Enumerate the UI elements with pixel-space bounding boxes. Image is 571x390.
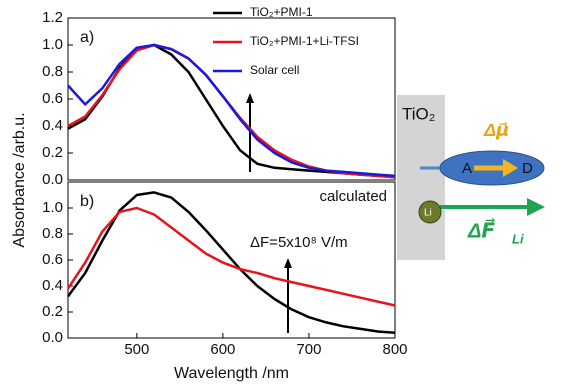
dipole-label: Δμ⃗: [483, 120, 509, 140]
y-tick-label: 1.2: [42, 9, 63, 26]
field-label: ΔF⃗: [467, 218, 495, 243]
donor-label: D: [522, 160, 533, 177]
substrate: [397, 95, 445, 260]
y-tick-label: 0.4: [42, 117, 63, 134]
panel-label: a): [80, 29, 94, 46]
x-tick-label: 700: [296, 341, 321, 358]
arrowhead: [284, 258, 292, 268]
lithium-ion: [418, 200, 442, 224]
arrowhead: [246, 93, 254, 103]
annotation: calculated: [319, 188, 387, 205]
acceptor-label: A: [462, 160, 472, 177]
field-arrowhead: [527, 198, 545, 216]
y-tick-label: 0.8: [42, 225, 63, 242]
x-axis-label: Wavelength /nm: [174, 365, 289, 382]
y-tick-label: 0.4: [42, 277, 63, 294]
y-tick-label: 0.6: [42, 251, 63, 268]
y-tick-label: 0.2: [42, 303, 63, 320]
y-tick-label: 0.8: [42, 63, 63, 80]
diagram: TiO₂ A D Δμ⃗ Li ΔF⃗ Li: [397, 95, 545, 260]
data-line: [67, 43, 396, 179]
data-line: [67, 43, 396, 179]
field-label-sub: Li: [512, 231, 524, 246]
legend-label: TiO₂+PMI-1: [250, 5, 313, 19]
data-line: [66, 206, 396, 307]
x-tick-label: 800: [382, 341, 407, 358]
lithium-label: Li: [424, 208, 432, 219]
dipole-arrowhead: [503, 159, 518, 177]
y-tick-label: 1.0: [42, 199, 63, 216]
y-tick-label: 0.0: [42, 171, 63, 188]
panel-label: b): [80, 193, 94, 210]
y-tick-label: 0.0: [42, 329, 63, 346]
legend-label: TiO₂+PMI-1+Li-TFSI: [250, 34, 359, 48]
legend-label: Solar cell: [250, 63, 299, 77]
x-tick-label: 600: [210, 341, 235, 358]
data-line: [66, 191, 396, 335]
y-axis-label: Absorbance /arb.u.: [11, 112, 28, 247]
substrate-label: TiO₂: [402, 104, 435, 123]
y-tick-label: 1.0: [42, 36, 63, 53]
x-tick-label: 500: [124, 341, 149, 358]
field-annotation: ΔF=5x10⁸ V/m: [250, 234, 348, 251]
y-tick-label: 0.6: [42, 90, 63, 107]
y-tick-label: 0.2: [42, 144, 63, 161]
data-line: [67, 43, 396, 178]
